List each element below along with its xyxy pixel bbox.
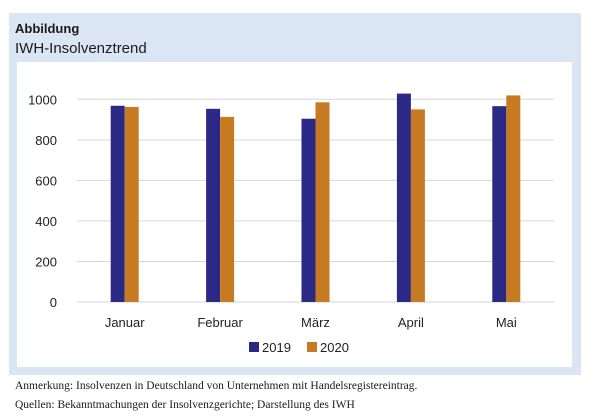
legend-label-2020: 2020 (320, 340, 349, 355)
bar-2020 (410, 109, 425, 302)
x-tick-label: Januar (105, 315, 145, 330)
plot-area: 0 200 400 600 800 1000 Januar Februar März April M… (17, 62, 572, 367)
y-tick-label: 0 (50, 295, 57, 310)
y-tick-label: 1000 (28, 92, 57, 107)
y-tick-label: 200 (35, 254, 57, 269)
bar-2019 (110, 105, 125, 302)
legend-swatch-2020 (307, 342, 317, 352)
x-tick-label: April (398, 315, 424, 330)
bar-2020 (220, 116, 235, 302)
y-tick-label: 800 (35, 133, 57, 148)
legend-swatch-2019 (249, 342, 259, 352)
bar-2019 (492, 106, 507, 302)
y-tick-label: 600 (35, 173, 57, 188)
bar-2019 (301, 118, 316, 302)
x-tick-label: Mai (496, 315, 517, 330)
figure-label: Abbildung (15, 21, 80, 36)
bar-2020 (506, 95, 521, 302)
sources-note: Quellen: Bekanntmachungen der Insolvenzg… (15, 399, 355, 411)
bar-2020 (124, 106, 139, 302)
bar-chart: 0 200 400 600 800 1000 Januar Februar März April M… (28, 92, 554, 355)
remark-note: Anmerkung: Insolvenzen in Deutschland vo… (15, 380, 418, 392)
x-tick-label: März (301, 315, 330, 330)
legend-label-2019: 2019 (262, 340, 291, 355)
x-tick-label: Februar (197, 315, 243, 330)
bar-2019 (206, 108, 221, 302)
bar-2020 (315, 102, 330, 303)
y-tick-label: 400 (35, 214, 57, 229)
bar-2019 (396, 93, 411, 302)
chart-title: IWH-Insolvenztrend (15, 40, 147, 57)
